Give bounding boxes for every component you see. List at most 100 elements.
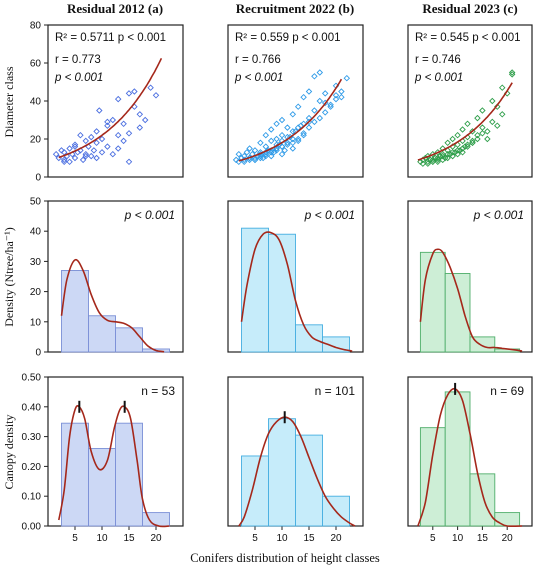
- c-scatter-point-14: [439, 145, 446, 152]
- a-scatter-point-7: [66, 145, 73, 152]
- a-scatter-ytick-label-3: 60: [30, 59, 42, 70]
- a-canopy-density-curve: [58, 404, 170, 528]
- a-canopy-annotation: n = 53: [141, 384, 175, 398]
- c-scatter-point-46: [449, 149, 456, 156]
- c-scatter-point-37: [494, 103, 501, 110]
- c-scatter-point-65: [489, 97, 496, 105]
- c-scatter-point-61: [484, 128, 491, 135]
- b-scatter-point-46: [311, 73, 318, 80]
- b-canopy-annotation: n = 101: [315, 384, 356, 398]
- b-scatter-point-49: [321, 90, 329, 97]
- a-scatter-point-29: [109, 116, 117, 124]
- a-scatter-ytick-label-0: 0: [35, 173, 41, 184]
- c-scatter-point-56: [464, 143, 471, 150]
- b-scatter-point-88: [294, 124, 302, 131]
- a-scatter-annotation-p: p < 0.001: [54, 72, 103, 84]
- c-canopy-bar-1: [444, 391, 471, 527]
- a-canopy-ytick-label-5: 0.50: [22, 373, 42, 384]
- a-canopy-ytick-label-3: 0.30: [22, 432, 42, 443]
- a-scatter-point-3: [60, 156, 68, 164]
- a-scatter-point-31: [114, 145, 122, 152]
- c-scatter-point-54: [444, 154, 451, 162]
- c-density-bar-0: [419, 251, 446, 353]
- c-scatter-frame: [407, 24, 533, 178]
- c-scatter-point-20: [449, 135, 456, 143]
- a-scatter-point-14: [79, 156, 87, 164]
- c-canopy-bar-2: [469, 473, 496, 527]
- c-scatter-point-36: [489, 118, 496, 126]
- a-canopy-xtick-label-3: 20: [150, 533, 162, 544]
- a-scatter-ytick-label-4: 80: [30, 21, 42, 32]
- a-scatter-annotation-r2: R² = 0.5711 p < 0.001: [55, 32, 166, 44]
- a-canopy-bar-3: [142, 512, 170, 527]
- c-scatter-annotation-r2: R² = 0.545 p < 0.001: [415, 32, 521, 44]
- b-scatter-point-84: [289, 128, 297, 135]
- b-scatter-annotation-r: r = 0.766: [235, 54, 281, 66]
- a-scatter-point-35: [125, 130, 133, 137]
- a-scatter-point-16: [82, 137, 90, 145]
- b-scatter-point-66: [305, 124, 313, 131]
- a-scatter-point-0: [52, 150, 60, 158]
- x-axis-label: Conifers distribution of height classes: [190, 551, 380, 565]
- b-scatter-frame: [227, 24, 364, 178]
- c-canopy-bar-3: [494, 512, 521, 527]
- b-scatter-point-54: [240, 158, 248, 166]
- c-scatter-point-43: [434, 154, 441, 162]
- c-scatter-point-45: [444, 150, 451, 158]
- c-scatter-point-16: [444, 147, 451, 154]
- a-density-ytick-label-2: 20: [30, 287, 42, 298]
- b-scatter-point-20: [267, 152, 275, 160]
- b-scatter-point-45: [311, 107, 318, 114]
- b-scatter-point-30: [278, 116, 286, 124]
- a-canopy-ytick-label-1: 0.10: [22, 492, 42, 503]
- b-scatter-point-72: [338, 88, 345, 95]
- c-scatter-point-38: [499, 111, 506, 118]
- c-scatter-point-47: [454, 147, 461, 154]
- c-scatter-point-23: [454, 131, 461, 139]
- c-scatter-point-60: [469, 139, 476, 147]
- c-scatter-point-50: [469, 137, 476, 145]
- a-scatter-point-10: [71, 141, 79, 148]
- c-scatter-point-44: [439, 152, 446, 160]
- a-canopy-xtick-label-2: 15: [123, 533, 135, 544]
- b-scatter-point-31: [281, 147, 288, 154]
- a-density-ytick-label-3: 30: [30, 257, 42, 268]
- a-scatter-point-13: [77, 131, 84, 139]
- a-scatter-ytick-label-1: 20: [30, 135, 42, 146]
- b-scatter-point-47: [316, 97, 324, 105]
- c-scatter-point-57: [439, 156, 446, 164]
- row-label-density: Density (Ntree/ha⁻¹): [2, 227, 16, 327]
- a-scatter-point-44: [71, 143, 79, 150]
- c-scatter-point-42: [429, 156, 437, 164]
- b-scatter-fit-curve: [238, 78, 343, 162]
- c-scatter-point-33: [474, 114, 481, 122]
- c-canopy-xtick-label-3: 20: [502, 533, 514, 544]
- b-scatter-point-42: [300, 93, 307, 101]
- a-scatter-point-47: [104, 118, 111, 126]
- b-scatter-point-53: [343, 74, 351, 82]
- b-scatter-point-64: [294, 135, 302, 143]
- a-canopy-ytick-label-0: 0.00: [22, 522, 42, 533]
- a-scatter-point-15: [82, 150, 90, 158]
- a-density-annotation: p < 0.001: [124, 208, 175, 222]
- b-canopy-xtick-label-0: 5: [252, 533, 258, 544]
- c-scatter-point-55: [454, 150, 461, 158]
- a-scatter-point-26: [104, 122, 111, 129]
- a-scatter-point-33: [120, 120, 127, 128]
- a-density-ytick-label-4: 40: [30, 227, 42, 238]
- b-scatter-point-36: [289, 111, 297, 118]
- b-canopy-xtick-label-2: 15: [303, 533, 315, 544]
- c-scatter-point-58: [449, 152, 456, 160]
- a-scatter-point-30: [114, 131, 122, 139]
- b-scatter-point-73: [251, 156, 259, 164]
- a-scatter-point-18: [87, 152, 95, 160]
- row-label-diameter: Diameter class: [2, 66, 16, 137]
- c-scatter-point-2: [419, 160, 427, 167]
- c-scatter-point-29: [464, 120, 471, 128]
- b-scatter-point-56: [251, 154, 259, 162]
- b-scatter-annotation-r2: R² = 0.559 p < 0.001: [235, 32, 341, 44]
- c-scatter-point-52: [479, 130, 486, 137]
- a-scatter-point-49: [125, 90, 133, 97]
- b-scatter-point-68: [316, 114, 324, 122]
